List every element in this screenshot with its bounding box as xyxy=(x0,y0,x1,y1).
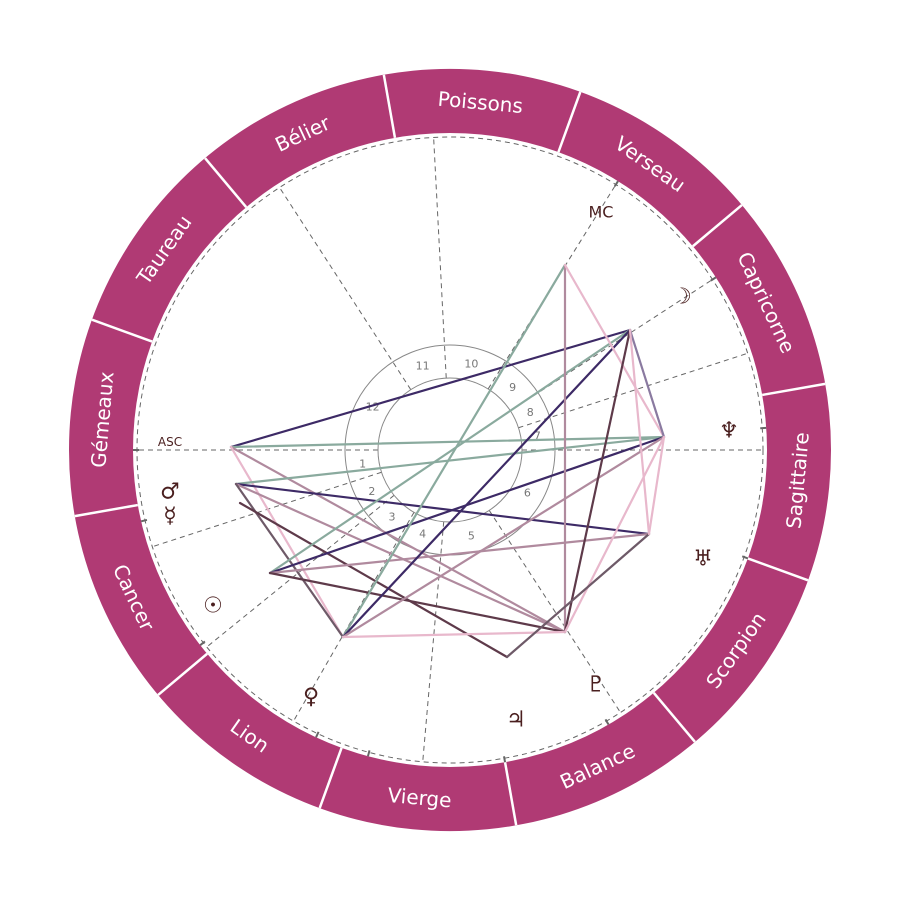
mercury-icon: ☿ xyxy=(163,504,177,529)
zodiac-ring xyxy=(68,68,832,832)
pluto-icon: ♇ xyxy=(586,673,606,698)
asc-label: ASC xyxy=(158,435,182,449)
house-number-5: 5 xyxy=(468,529,475,542)
house-ring xyxy=(377,377,523,523)
house-cusp xyxy=(518,352,748,429)
venus-icon: ♀ xyxy=(303,685,319,710)
degree-tick-marks xyxy=(133,180,767,763)
house-number-8: 8 xyxy=(527,406,534,419)
aspect-line xyxy=(341,435,666,639)
house-number-10: 10 xyxy=(464,358,478,371)
aspect-line xyxy=(647,435,666,536)
sign-label-vierge: Vierge xyxy=(387,783,453,812)
sign-divider xyxy=(74,503,139,518)
mc-label: MC xyxy=(589,203,614,222)
house-number-6: 6 xyxy=(524,486,531,499)
sign-divider xyxy=(204,157,248,208)
aspect-line xyxy=(229,435,666,449)
degree-tick xyxy=(503,756,507,763)
house-number-7: 7 xyxy=(534,430,541,443)
degree-tick xyxy=(613,180,619,187)
house-number-3: 3 xyxy=(388,510,395,523)
sign-divider xyxy=(747,557,809,582)
aspect-line xyxy=(268,532,651,575)
aspect-line xyxy=(341,263,567,639)
house-number-11: 11 xyxy=(416,359,430,372)
aspect-line xyxy=(229,328,632,449)
planet-glyphs: ☽ ♆ ♅ ♇ ♃ ♀ ☉ ☿♂ xyxy=(160,285,739,733)
jupiter-icon: ♃ xyxy=(506,708,526,733)
house-cusp-lines xyxy=(137,137,763,762)
sign-divider xyxy=(557,91,582,153)
sign-divider xyxy=(692,204,743,248)
aspect-line xyxy=(341,328,632,639)
aspect-line xyxy=(563,263,666,439)
degree-tick xyxy=(140,518,148,523)
house-cusp xyxy=(279,187,412,390)
degree-tick xyxy=(604,718,610,726)
house-cusp xyxy=(488,510,621,713)
degree-tick xyxy=(366,750,371,757)
sign-divider xyxy=(318,747,343,809)
aspect-line xyxy=(341,630,567,639)
zodiac-ring-dividers xyxy=(74,74,826,826)
zodiac-ring-band xyxy=(68,68,832,832)
moon-icon: ☽ xyxy=(672,285,692,310)
aspect-line xyxy=(234,482,651,536)
neptune-icon: ♆ xyxy=(719,419,739,444)
aspect-line xyxy=(628,328,666,439)
degree-tick xyxy=(315,731,320,738)
mars-icon: ♂ xyxy=(160,480,180,505)
aspect-line xyxy=(563,435,666,634)
sun-icon: ☉ xyxy=(203,594,223,619)
degree-tick xyxy=(741,555,749,560)
aspect-line xyxy=(628,328,651,536)
house-cusp xyxy=(433,137,447,379)
house-cusp xyxy=(206,494,395,648)
degree-tick xyxy=(710,276,717,282)
house-cusp xyxy=(293,512,415,722)
house-number-4: 4 xyxy=(419,528,426,541)
degree-tick xyxy=(199,640,206,646)
aspect-line xyxy=(229,445,345,639)
aspect-line xyxy=(234,482,567,634)
house-number-2: 2 xyxy=(368,485,375,498)
sign-divider xyxy=(382,74,397,139)
aspect-line xyxy=(238,501,509,659)
sign-divider xyxy=(157,652,208,696)
aspect-line xyxy=(234,435,666,486)
aspect-line xyxy=(505,532,651,659)
sign-divider xyxy=(91,318,153,343)
chart-axes-labels: ASC MC xyxy=(158,203,614,450)
house-number-9: 9 xyxy=(509,381,516,394)
sign-divider xyxy=(652,692,696,743)
sign-divider xyxy=(503,761,518,826)
aspect-line xyxy=(268,571,567,634)
aspect-line xyxy=(563,328,632,634)
house-number-1: 1 xyxy=(359,457,366,470)
aspect-line xyxy=(229,445,567,634)
sign-divider xyxy=(761,382,826,397)
aspect-line xyxy=(268,328,632,575)
uranus-icon: ♅ xyxy=(693,547,713,572)
aspect-lines xyxy=(229,263,666,659)
